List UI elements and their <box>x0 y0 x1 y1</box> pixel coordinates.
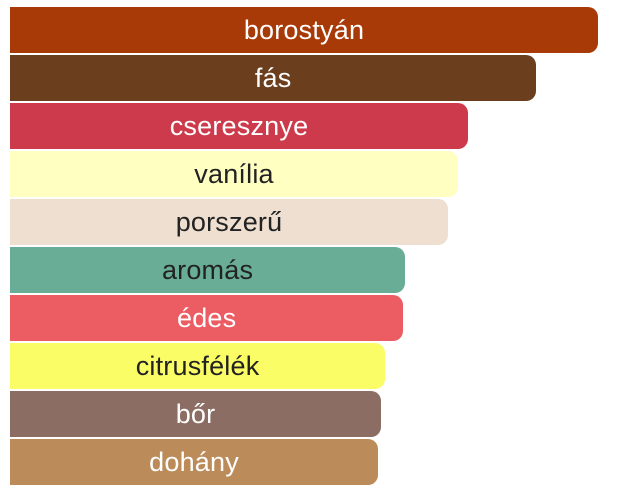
bar-label-5: aromás <box>161 254 254 285</box>
bar-4: porszerű <box>10 199 449 245</box>
bar-1: fás <box>10 55 537 101</box>
bar-label-4: porszerű <box>175 206 283 237</box>
bar-5: aromás <box>10 247 406 293</box>
bar-3: vanília <box>10 151 459 197</box>
bar-label-2: cseresznye <box>169 110 309 141</box>
bar-0: borostyán <box>10 7 598 53</box>
bar-9: dohány <box>10 439 379 485</box>
bar-label-8: bőr <box>175 398 216 429</box>
bar-6: édes <box>10 295 404 341</box>
bar-label-7: citrusfélék <box>135 350 260 381</box>
bar-8: bőr <box>10 391 382 437</box>
bar-7: citrusfélék <box>10 343 386 389</box>
bar-label-3: vanília <box>194 158 274 189</box>
bar-2: cseresznye <box>10 103 469 149</box>
bar-label-6: édes <box>177 302 237 333</box>
bar-label-0: borostyán <box>243 14 365 45</box>
bar-label-9: dohány <box>149 446 239 477</box>
bar-label-1: fás <box>254 62 292 93</box>
